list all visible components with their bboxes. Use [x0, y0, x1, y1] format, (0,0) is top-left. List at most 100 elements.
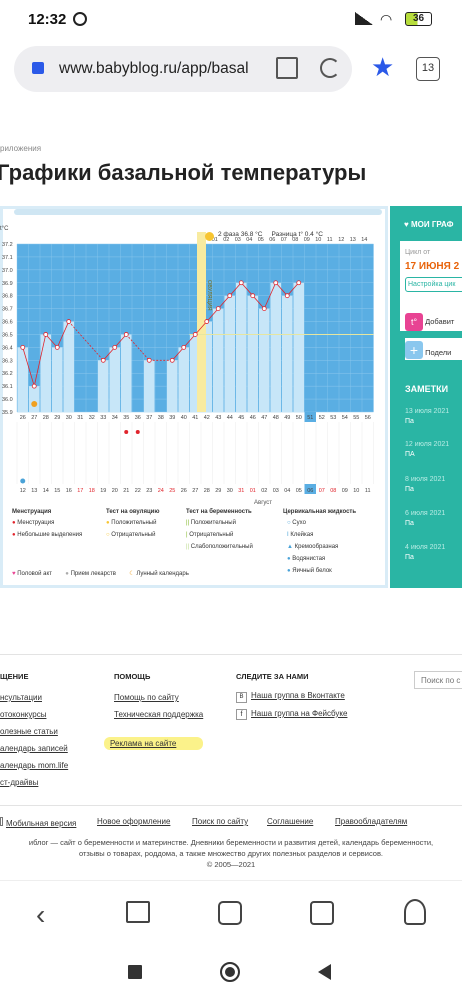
temperature-bar [201, 321, 212, 412]
post-ovulation-day-label: 13 [350, 237, 356, 243]
note-item[interactable]: 8 июля 2021 Па [405, 476, 449, 510]
temperature-line [45, 334, 58, 348]
status-bar: 12:32 ◠ 36 [0, 0, 462, 40]
vk-link[interactable]: В Наша группа в Вконтакте [236, 691, 347, 703]
cycle-day-label: 52 [319, 415, 325, 421]
note-item[interactable]: 12 июля 2021 ПА [405, 441, 449, 476]
note-item[interactable]: 13 июля 2021 Па [405, 408, 449, 441]
temperature-point [227, 293, 233, 299]
add-temp-button[interactable]: t° Добавит [405, 313, 454, 331]
share-button[interactable]: + Подели [405, 338, 462, 360]
footer-desc-line: иблог — сайт о беременности и материнств… [28, 838, 434, 847]
temperature-bar [224, 295, 235, 412]
reload-icon[interactable] [320, 58, 340, 78]
back-triangle-icon[interactable] [318, 964, 331, 980]
home-circle-icon[interactable] [220, 962, 240, 982]
footer-link[interactable]: отоконкурсы [0, 710, 47, 719]
add-label: Добавит [425, 316, 455, 326]
thermometer-icon: t° [405, 313, 423, 331]
home-icon[interactable] [218, 901, 242, 925]
footer-link[interactable]: алендарь записей [0, 744, 68, 753]
legend-item: Половой акт [17, 571, 52, 577]
bookmark-star-icon[interactable]: ★ [371, 52, 395, 82]
date-label: 24 [158, 488, 164, 494]
y-tick-label: 36.9 [2, 281, 13, 287]
date-label: 22 [135, 488, 141, 494]
recents-icon[interactable] [128, 965, 142, 979]
legend-item: Слабоположительный [190, 544, 253, 550]
mobile-icon [0, 817, 3, 826]
legend-item: Лунный календарь [136, 571, 189, 577]
footer-col-3: СЛЕДИТЕ ЗА НАМИ В Наша группа в Вконтакте… [236, 672, 347, 720]
cycle-day-label: 28 [43, 415, 49, 421]
legend-item: Небольшие выделения [17, 532, 83, 538]
y-tick-label: 37.0 [2, 268, 13, 274]
legend-item: Клейкая [290, 532, 314, 538]
tab-count-button[interactable]: 13 [416, 57, 440, 81]
reader-icon[interactable] [276, 57, 298, 79]
cycle-day-label: 49 [284, 415, 290, 421]
post-ovulation-day-label: 06 [269, 237, 275, 243]
temperature-bar [109, 347, 120, 412]
temperature-point [31, 383, 37, 389]
y-tick-label: 36.2 [2, 371, 13, 377]
my-charts-tab[interactable]: ♥ МОИ ГРАФ [404, 220, 453, 229]
temperature-bar [213, 308, 224, 412]
cycle-day-label: 56 [365, 415, 371, 421]
notes-title: ЗАМЕТКИ [405, 384, 449, 394]
breadcrumb[interactable]: риложения [0, 144, 42, 153]
legend-ovulation-test: Тест на овуляцию ● Положительный ○ Отриц… [106, 509, 160, 538]
footer-divider [0, 654, 462, 655]
back-icon[interactable]: ‹ [36, 899, 46, 930]
footer-link[interactable]: ст-драйвы [0, 778, 39, 787]
footer-col-title: ПОМОЩЬ [114, 672, 151, 681]
cycle-day-label: 29 [54, 415, 60, 421]
chart-scroll-bar[interactable] [14, 209, 382, 215]
temperature-bar [190, 334, 201, 412]
note-item[interactable]: 6 июля 2021 Па [405, 510, 449, 544]
y-tick-label: 36.3 [2, 358, 13, 364]
bookmarks-icon[interactable] [126, 901, 150, 923]
footer-link[interactable]: олезные статьи [0, 727, 58, 736]
footer-link[interactable]: нсультации [0, 693, 42, 702]
footer-link[interactable]: Помощь по сайту [114, 693, 179, 702]
temperature-point [66, 319, 72, 324]
date-label: 03 [273, 488, 279, 494]
temperature-point [215, 306, 221, 312]
footer-link-ads[interactable]: Реклама на сайте [104, 737, 204, 750]
footer-search-input[interactable] [414, 671, 462, 689]
footer-link[interactable]: Техническая поддержка [114, 710, 204, 719]
system-nav-bar [0, 950, 462, 1000]
address-bar[interactable]: www.babyblog.ru/app/basal [14, 46, 352, 92]
new-design-link[interactable]: Новое оформление [97, 817, 171, 826]
cycle-day-label: 31 [77, 415, 83, 421]
mobile-version-link[interactable]: Мобильная версия [0, 817, 76, 828]
temperature-bar [40, 334, 51, 412]
date-label: 14 [43, 488, 49, 494]
downloads-icon[interactable] [310, 901, 334, 925]
temperature-line [125, 334, 150, 361]
cycle-day-label: 43 [215, 415, 221, 421]
cycle-day-label: 34 [112, 415, 118, 421]
y-tick-label: 35.9 [2, 410, 13, 416]
footer-col-title: СЛЕДИТЕ ЗА НАМИ [236, 672, 309, 681]
site-search-link[interactable]: Поиск по сайту [192, 817, 249, 826]
facebook-link[interactable]: f Наша группа на Фейсбуке [236, 709, 347, 720]
note-item[interactable]: 4 июля 2021 Па [405, 544, 449, 561]
temperature-line [68, 321, 104, 361]
cycle-day-label: 37 [146, 415, 152, 421]
cycle-day-label: 44 [227, 415, 233, 421]
temperature-bar [259, 308, 270, 412]
date-label: 10 [353, 488, 359, 494]
cycle-settings-button[interactable]: Настройка цик [405, 277, 462, 292]
post-ovulation-day-label: 11 [327, 237, 333, 243]
copyright-holders-link[interactable]: Правообладателям [335, 817, 408, 826]
agreement-link[interactable]: Соглашение [267, 817, 314, 826]
highlight-date-cell [304, 484, 316, 494]
temperature-line [286, 282, 300, 296]
temperature-line [171, 347, 185, 361]
temperature-line [240, 282, 254, 296]
footer-link[interactable]: алендарь mom.life [0, 761, 69, 770]
url-text[interactable]: www.babyblog.ru/app/basal [59, 60, 249, 77]
profile-icon[interactable] [404, 899, 426, 925]
